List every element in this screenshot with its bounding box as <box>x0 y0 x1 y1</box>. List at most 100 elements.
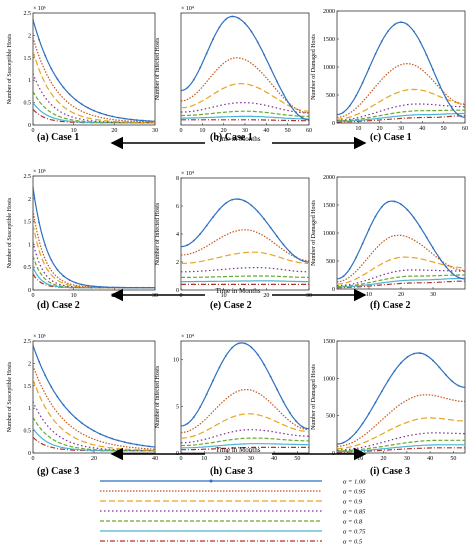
series-line-3 <box>33 73 155 124</box>
series-point <box>451 380 454 383</box>
series-point <box>263 363 266 366</box>
series-point <box>269 226 272 229</box>
series-point <box>62 275 65 277</box>
series-point <box>44 244 47 247</box>
x-tick-label: 10 <box>355 126 361 132</box>
series-line-1 <box>33 365 155 450</box>
series-point <box>80 103 83 106</box>
series-line-4 <box>337 109 465 122</box>
series-point <box>263 53 266 56</box>
series-point <box>400 21 402 24</box>
series-point <box>224 355 227 357</box>
series-point <box>288 250 291 253</box>
y-tick-label: 1.5 <box>24 56 32 62</box>
series-point <box>393 200 396 203</box>
series-point <box>451 272 454 275</box>
series-line-6 <box>33 273 155 289</box>
y-tick-label: 2000 <box>323 175 335 181</box>
series-point <box>337 278 338 280</box>
series-point <box>237 198 240 201</box>
y-axis-label: Number of Damaged Hosts <box>310 363 317 429</box>
series-point <box>99 285 101 288</box>
series-point <box>129 442 132 445</box>
y-tick-label: 500 <box>326 414 335 420</box>
series-line-4 <box>181 275 309 278</box>
x-tick-label: 50 <box>450 456 456 462</box>
series-point <box>38 360 40 363</box>
series-line-2 <box>181 251 309 264</box>
panel-caption: (f) Case 2 <box>370 300 411 311</box>
series-point <box>148 445 150 448</box>
panel-caption: (h) Case 3 <box>210 466 253 477</box>
y-tick-label: 1000 <box>323 376 335 382</box>
series-point <box>231 198 234 201</box>
series-point <box>301 259 304 262</box>
series-point <box>74 98 77 101</box>
series-point <box>400 203 402 206</box>
series-point <box>87 426 89 429</box>
time-axis-label: Time in Months <box>216 135 261 143</box>
plot-frame <box>336 10 466 124</box>
series-point <box>192 239 195 242</box>
y-tick-label: 5 <box>176 404 179 410</box>
series-point <box>263 218 266 221</box>
series-point <box>68 93 71 96</box>
y-tick-label: 500 <box>326 259 335 265</box>
series-point <box>269 375 272 378</box>
x-tick-label: 20 <box>377 126 383 132</box>
series-point <box>282 93 285 95</box>
series-point <box>224 202 227 205</box>
series-point <box>231 346 234 349</box>
series-point <box>218 26 221 29</box>
series-line-1 <box>337 62 465 118</box>
x-tick-label: 10 <box>71 293 77 299</box>
series-point <box>348 104 351 107</box>
series-point <box>256 353 259 356</box>
x-tick-label: 40 <box>271 456 277 462</box>
series-point <box>99 112 101 114</box>
series-point <box>74 417 77 419</box>
series-point <box>342 275 345 278</box>
x-tick-label: 20 <box>225 456 231 462</box>
chart-panel-c: 10 20 30 40 50 60 0 500 1000 1500 2000 Number of Da… <box>310 9 468 143</box>
x-tick-label: 30 <box>152 293 158 299</box>
y-axis-multiplier: × 10⁴ <box>181 334 194 340</box>
series-point <box>400 361 402 364</box>
y-axis-label: Number of Susceptible Hosts <box>6 361 13 432</box>
series-point <box>368 67 370 70</box>
series-point <box>374 401 377 404</box>
plot-frame <box>32 175 156 291</box>
series-line-2 <box>337 88 465 120</box>
series-point <box>244 200 246 203</box>
series-point <box>199 232 202 235</box>
y-axis-label: Number of Damaged Hosts <box>310 199 317 265</box>
series-point <box>444 265 447 268</box>
x-tick-label: 40 <box>152 456 158 462</box>
x-tick-label: 10 <box>199 128 205 134</box>
y-axis-multiplier: × 10⁶ <box>33 169 46 175</box>
y-tick-label: 0 <box>332 121 335 127</box>
time-axis-arrows: Time in Months Time in Months Time in Mont… <box>110 135 367 461</box>
series-point <box>38 38 40 41</box>
series-line-1 <box>181 229 309 262</box>
series-point <box>355 94 358 97</box>
series-line-3 <box>33 241 155 289</box>
series-point <box>348 437 351 440</box>
series-point <box>250 346 253 349</box>
y-tick-label: 0.5 <box>24 265 32 271</box>
series-point <box>141 119 144 122</box>
series-point <box>457 384 460 387</box>
series-point <box>269 67 272 70</box>
legend-label: α = 0.95 <box>343 489 366 496</box>
series-line-0 <box>33 187 155 289</box>
series-point <box>123 117 126 120</box>
series-point <box>205 393 208 396</box>
series-line-0 <box>337 352 465 445</box>
series-point <box>308 261 309 263</box>
y-tick-label: 6 <box>176 204 179 210</box>
series-point <box>308 427 309 430</box>
series-point <box>186 422 189 425</box>
series-point <box>464 116 465 119</box>
series-point <box>135 443 138 446</box>
series-point <box>123 441 126 444</box>
